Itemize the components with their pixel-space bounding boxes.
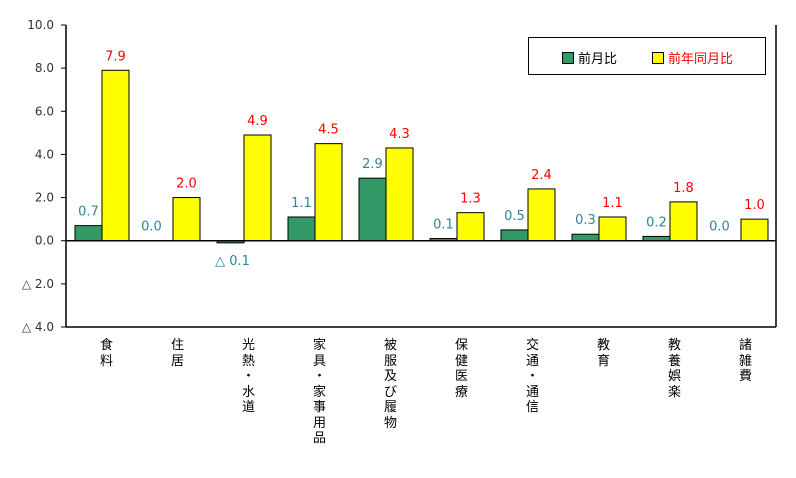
data-label-yoy: 1.3 <box>460 192 481 207</box>
bar-mom <box>571 233 600 242</box>
bar-yoy <box>598 216 627 242</box>
bar-yoy <box>669 201 698 242</box>
legend-label-yoy: 前年同月比 <box>668 52 734 67</box>
data-label-yoy: 1.8 <box>673 181 694 196</box>
bar-yoy <box>456 212 485 242</box>
data-label-mom: 1.1 <box>291 196 312 211</box>
x-tick-label: 諸雑費 <box>738 338 752 384</box>
data-label-yoy: 2.0 <box>176 177 197 192</box>
data-label-mom: △ 0.1 <box>215 254 250 269</box>
data-label-mom: 2.9 <box>362 157 383 172</box>
legend-item-yoy: 前年同月比 <box>652 48 733 67</box>
data-label-yoy: 2.4 <box>531 168 552 183</box>
x-tick-label: 光熱・水道 <box>241 338 255 415</box>
bar-mom <box>287 216 316 242</box>
data-label-yoy: 4.5 <box>318 123 339 138</box>
y-tick-label: 6.0 <box>35 104 54 118</box>
data-label-yoy: 7.9 <box>105 49 126 64</box>
y-tick-label: 8.0 <box>35 61 54 75</box>
data-label-yoy: 1.0 <box>744 198 765 213</box>
bar-mom <box>74 225 103 242</box>
bar-yoy <box>172 197 201 242</box>
y-tick-label: 2.0 <box>35 191 54 205</box>
data-label-mom: 0.0 <box>709 220 730 235</box>
x-tick-label: 保健医療 <box>454 338 468 400</box>
bar-yoy <box>314 143 343 242</box>
x-tick-label: 住居 <box>170 338 184 369</box>
x-tick-label: 被服及び履物 <box>383 338 397 431</box>
bar-yoy <box>385 147 414 242</box>
data-label-mom: 0.0 <box>141 220 162 235</box>
legend-label-mom: 前月比 <box>578 52 618 67</box>
bar-yoy <box>101 69 130 242</box>
x-tick-label: 教養娯楽 <box>667 338 681 400</box>
y-tick-label: 4.0 <box>35 147 54 161</box>
data-label-mom: 0.1 <box>433 218 454 233</box>
data-label-mom: 0.5 <box>504 209 525 224</box>
bar-yoy <box>527 188 556 242</box>
legend: 前月比 前年同月比 <box>528 37 766 75</box>
y-tick-label: △ 4.0 <box>22 320 54 334</box>
x-tick-label: 食料 <box>99 338 113 369</box>
data-label-yoy: 4.3 <box>389 127 410 142</box>
legend-item-mom: 前月比 <box>562 48 617 67</box>
bar-mom <box>358 177 387 242</box>
bar-yoy <box>740 218 769 242</box>
bar-yoy <box>243 134 272 242</box>
bar-mom <box>500 229 529 242</box>
data-label-mom: 0.3 <box>575 213 596 228</box>
x-tick-label: 交通・通信 <box>525 338 539 415</box>
x-tick-label: 家具・家事用品 <box>312 338 326 446</box>
y-tick-label: 10.0 <box>27 18 54 32</box>
y-tick-label: 0.0 <box>35 234 54 248</box>
data-label-yoy: 1.1 <box>602 196 623 211</box>
data-label-mom: 0.2 <box>646 215 667 230</box>
data-label-yoy: 4.9 <box>247 114 268 129</box>
y-tick-label: △ 2.0 <box>22 277 54 291</box>
data-label-mom: 0.7 <box>78 205 99 220</box>
x-tick-label: 教育 <box>596 338 610 369</box>
legend-swatch-yoy <box>652 51 664 64</box>
legend-swatch-mom <box>562 51 574 64</box>
